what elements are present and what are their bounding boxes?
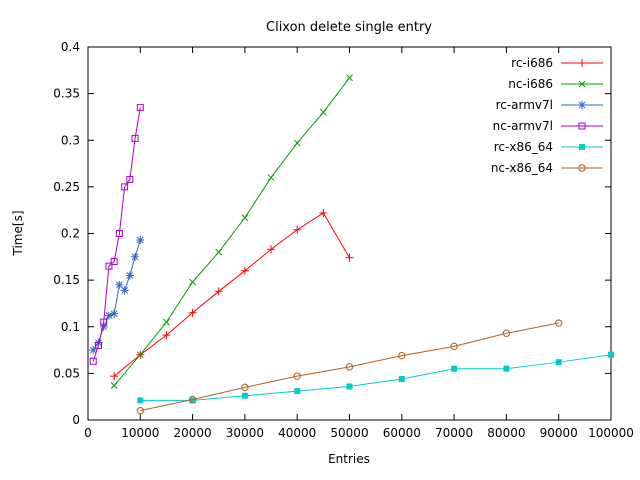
point-marker (608, 351, 614, 358)
point-marker (137, 397, 144, 404)
point-marker (345, 363, 354, 371)
series-line (140, 322, 559, 412)
point-marker (293, 372, 301, 380)
series-rc-armv7l (89, 236, 145, 355)
point-marker (215, 248, 223, 256)
x-tick-label: 0 (84, 426, 92, 440)
x-tick-label: 30000 (226, 426, 264, 440)
y-axis-label: Time[s] (11, 211, 25, 257)
legend: rc-i686 nc-i686 rc-armv7l nc-armv7l rc-x86_6… (491, 56, 603, 175)
legend-label: rc-x86_64 (494, 140, 553, 154)
point-marker (578, 101, 586, 109)
x-axis-label: Entries (328, 452, 370, 466)
y-tick-label: 0.05 (53, 366, 80, 380)
point-marker (555, 359, 562, 366)
point-marker (267, 174, 275, 181)
point-marker (451, 365, 458, 372)
y-tick-label: 0.15 (53, 273, 80, 287)
legend-entry: rc-x86_64 (494, 140, 603, 154)
point-marker (136, 351, 144, 359)
y-tick-label: 0.2 (61, 227, 80, 241)
plot-area: 0 10000 20000 30000 40000 50000 60000 70000 8000… (53, 40, 634, 440)
point-marker (115, 230, 123, 237)
point-marker (503, 365, 510, 372)
point-marker (398, 351, 406, 360)
series-nc-x86_64 (136, 319, 563, 415)
y-tick-label: 0.4 (61, 40, 80, 54)
legend-entry: rc-i686 (511, 56, 603, 70)
point-marker (398, 375, 405, 382)
x-tick-label: 50000 (330, 426, 368, 440)
point-marker (131, 134, 139, 142)
point-marker (89, 357, 97, 365)
legend-entry: nc-i686 (508, 77, 603, 91)
point-marker (100, 318, 108, 326)
x-tick-label: 100000 (588, 426, 634, 440)
point-marker (136, 236, 144, 244)
series-line (113, 212, 350, 377)
point-marker (94, 341, 102, 349)
x-tick-label: 20000 (174, 426, 212, 440)
point-marker (189, 397, 196, 404)
legend-label: rc-armv7l (496, 98, 553, 112)
point-marker (578, 80, 586, 88)
point-marker (450, 342, 458, 351)
point-marker (126, 272, 134, 279)
point-marker (121, 183, 129, 191)
legend-entry: rc-armv7l (496, 98, 603, 112)
point-marker (121, 287, 128, 294)
point-marker (346, 383, 353, 390)
y-tick-label: 0 (72, 413, 80, 427)
point-marker (105, 262, 113, 270)
series-rc-x86_64 (137, 351, 614, 404)
legend-label: nc-x86_64 (491, 161, 553, 175)
point-marker (319, 108, 327, 116)
point-marker (110, 310, 118, 318)
point-marker (293, 139, 301, 147)
chart-title: Clixon delete single entry (266, 20, 432, 35)
point-marker (578, 122, 586, 130)
point-marker (241, 383, 249, 392)
point-marker (241, 214, 249, 222)
point-marker (163, 318, 170, 326)
point-marker (294, 388, 301, 395)
point-marker (131, 253, 139, 261)
point-marker (126, 175, 134, 183)
legend-entry: nc-x86_64 (491, 161, 603, 175)
legend-label: rc-i686 (511, 56, 553, 70)
x-tick-label: 60000 (383, 426, 421, 440)
series-line (113, 77, 350, 386)
x-tick-label: 40000 (278, 426, 316, 440)
point-marker (110, 257, 118, 265)
point-marker (241, 392, 248, 399)
y-tick-label: 0.35 (53, 87, 80, 101)
series-nc-armv7l (89, 104, 144, 365)
point-marker (188, 395, 197, 404)
point-marker (502, 329, 511, 337)
point-marker (346, 74, 353, 82)
point-marker (189, 278, 196, 286)
point-marker (579, 144, 585, 150)
legend-entry: nc-armv7l (493, 119, 603, 133)
point-marker (116, 281, 123, 289)
y-tick-label: 0.3 (61, 133, 80, 147)
legend-label: nc-armv7l (493, 119, 553, 133)
x-tick-label: 70000 (435, 426, 473, 440)
series-line (140, 354, 612, 401)
y-tick-label: 0.1 (61, 320, 80, 334)
point-marker (110, 382, 118, 389)
x-tick-label: 90000 (540, 426, 578, 440)
legend-label: nc-i686 (508, 77, 553, 91)
point-marker (578, 164, 586, 172)
y-tick-label: 0.25 (53, 180, 80, 194)
point-marker (555, 319, 563, 327)
point-marker (136, 406, 145, 415)
series-nc-i686 (110, 74, 353, 389)
point-marker (136, 104, 144, 112)
series-line (92, 107, 141, 362)
x-tick-label: 10000 (121, 426, 159, 440)
x-tick-label: 80000 (487, 426, 525, 440)
